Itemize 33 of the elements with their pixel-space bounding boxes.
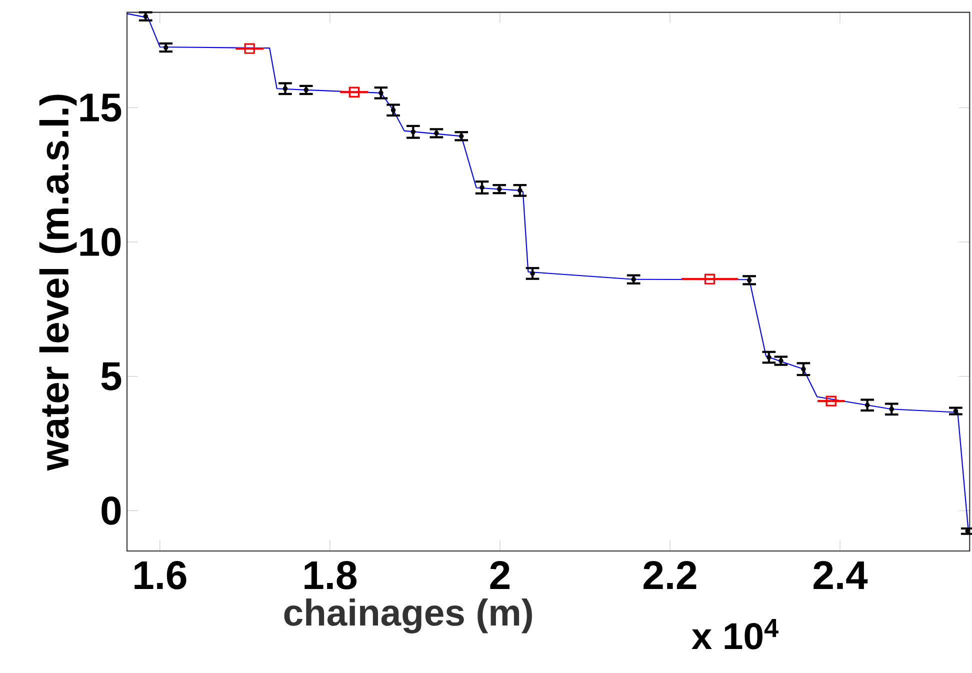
x-axis-title: chainages (m): [284, 598, 532, 634]
point: [746, 278, 752, 283]
y-tick-label: 5: [101, 362, 122, 390]
point: [282, 86, 288, 92]
point: [434, 130, 439, 136]
x-tick-label: 2: [490, 561, 510, 589]
y-tick-label: 10: [80, 228, 121, 256]
x-tick-label: 2.2: [644, 561, 696, 589]
x-tick-label: 2.4: [814, 561, 868, 589]
y-tick-label: 0: [102, 496, 121, 525]
point: [704, 274, 716, 284]
point: [143, 14, 148, 19]
x-tick-label: 1.8: [304, 561, 357, 590]
point: [390, 108, 396, 113]
y-tick-label: 15: [80, 94, 122, 122]
point: [801, 366, 806, 372]
point: [378, 90, 384, 96]
point: [826, 396, 836, 406]
point: [518, 188, 522, 193]
point: [766, 354, 772, 360]
point: [348, 86, 360, 98]
point: [864, 402, 870, 408]
point: [631, 276, 636, 282]
point: [244, 43, 255, 54]
point: [530, 271, 535, 276]
point: [480, 185, 484, 190]
point: [889, 406, 894, 412]
text: x 10$^{4}$: [692, 619, 778, 650]
y-axis-title: water level (m.a.s.l.): [39, 94, 77, 471]
point: [410, 129, 416, 134]
point: [458, 134, 464, 139]
point: [778, 358, 784, 364]
x-tick-label: 1.6: [134, 561, 186, 590]
